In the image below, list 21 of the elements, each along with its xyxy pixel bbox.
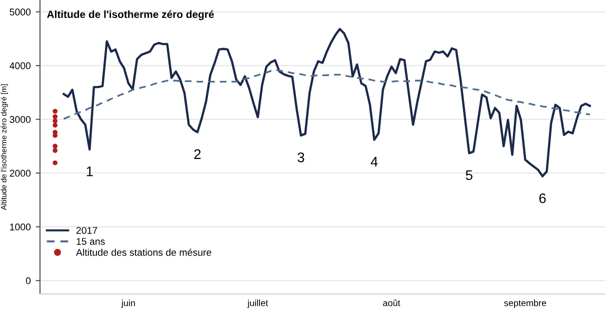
annotation: 2	[194, 149, 201, 159]
x-tick-label: septembre	[504, 300, 546, 308]
annotation: 6	[539, 193, 546, 204]
y-tick-label: 3000	[10, 116, 31, 123]
y-tick-label: 5000	[10, 8, 31, 16]
annotation: 4	[370, 156, 378, 166]
y-tick-label: 2000	[10, 170, 31, 177]
y-tick-label: 1000	[10, 224, 31, 230]
x-tick-label: août	[383, 300, 400, 306]
legend-label: 2017	[76, 226, 98, 234]
x-tick-label: juillet	[247, 300, 268, 308]
x-tick-label: juin	[121, 300, 135, 308]
annotation: 3	[298, 152, 304, 162]
text: Altitude de l'isotherme zéro degré	[47, 10, 214, 20]
annotation: 1	[86, 166, 93, 176]
legend-label: 15 ans	[76, 238, 105, 245]
legend-label: Altitude des stations de mésure	[76, 248, 212, 256]
y-tick-label: 0	[26, 277, 31, 284]
annotation: 5	[466, 170, 472, 180]
line-series	[62, 69, 591, 120]
y-tick-label: 4000	[10, 62, 31, 70]
